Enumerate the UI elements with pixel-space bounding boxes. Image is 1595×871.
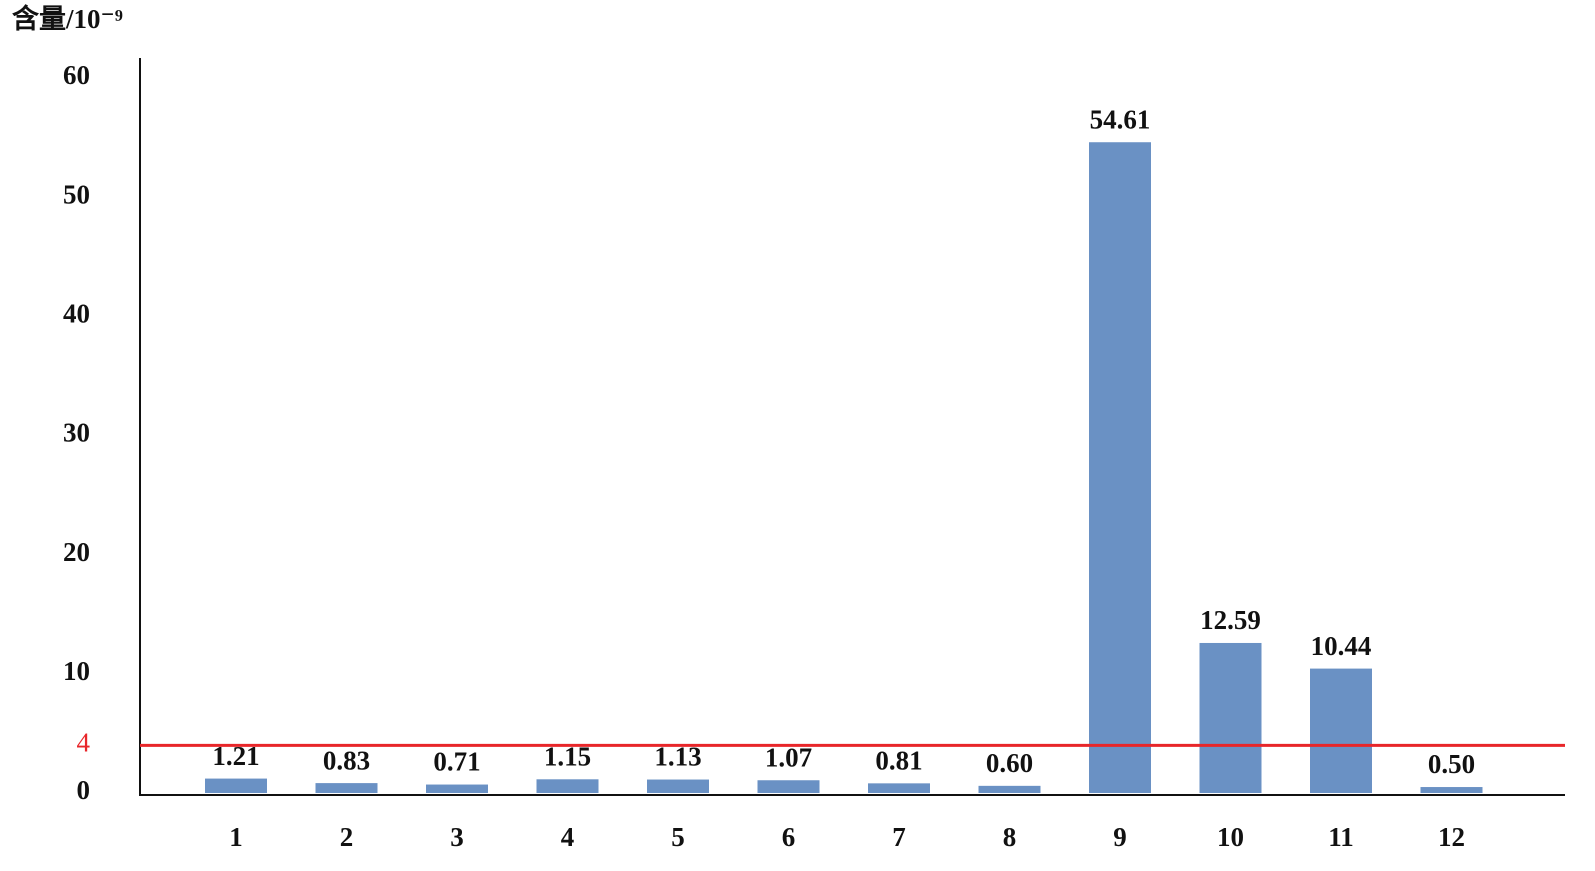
bar: [426, 784, 488, 793]
y-axis-label: 含量/10⁻⁹: [12, 3, 123, 34]
y-tick-label: 30: [63, 418, 90, 448]
x-tick-label: 10: [1217, 822, 1244, 852]
y-tick-label: 40: [63, 299, 90, 329]
value-label: 0.71: [433, 747, 480, 777]
x-tick-label: 9: [1113, 822, 1127, 852]
bar: [978, 785, 1041, 793]
x-tick-label: 12: [1438, 822, 1465, 852]
value-label: 12.59: [1200, 605, 1261, 635]
y-tick-label: 10: [63, 656, 90, 686]
x-tick-label: 2: [340, 822, 354, 852]
value-label: 1.07: [765, 742, 812, 772]
bar: [315, 783, 378, 793]
bar: [205, 778, 267, 793]
y-tick-label: 50: [63, 179, 90, 209]
value-label: 0.83: [323, 745, 370, 775]
x-tick-label: 11: [1328, 822, 1354, 852]
bar: [647, 779, 709, 793]
x-tick-label: 5: [671, 822, 685, 852]
value-label: 0.81: [875, 746, 922, 776]
value-label: 54.61: [1090, 104, 1151, 134]
y-tick-label: 0: [77, 775, 91, 805]
bar: [536, 779, 599, 793]
bar: [1089, 142, 1151, 793]
x-tick-label: 1: [229, 822, 243, 852]
bar: [757, 780, 820, 793]
value-label: 0.50: [1428, 749, 1475, 779]
x-tick-label: 8: [1003, 822, 1017, 852]
x-tick-label: 7: [892, 822, 906, 852]
y-tick-label: 60: [63, 60, 90, 90]
x-tick-label: 4: [561, 822, 575, 852]
threshold-label: 4: [77, 728, 91, 758]
bar: [1310, 668, 1372, 793]
bar: [1420, 787, 1483, 793]
x-tick-label: 3: [450, 822, 464, 852]
bar: [1199, 642, 1262, 793]
y-tick-label: 20: [63, 537, 90, 567]
bar: [868, 783, 930, 793]
x-tick-label: 6: [782, 822, 796, 852]
value-label: 10.44: [1311, 631, 1372, 661]
value-label: 0.60: [986, 748, 1033, 778]
